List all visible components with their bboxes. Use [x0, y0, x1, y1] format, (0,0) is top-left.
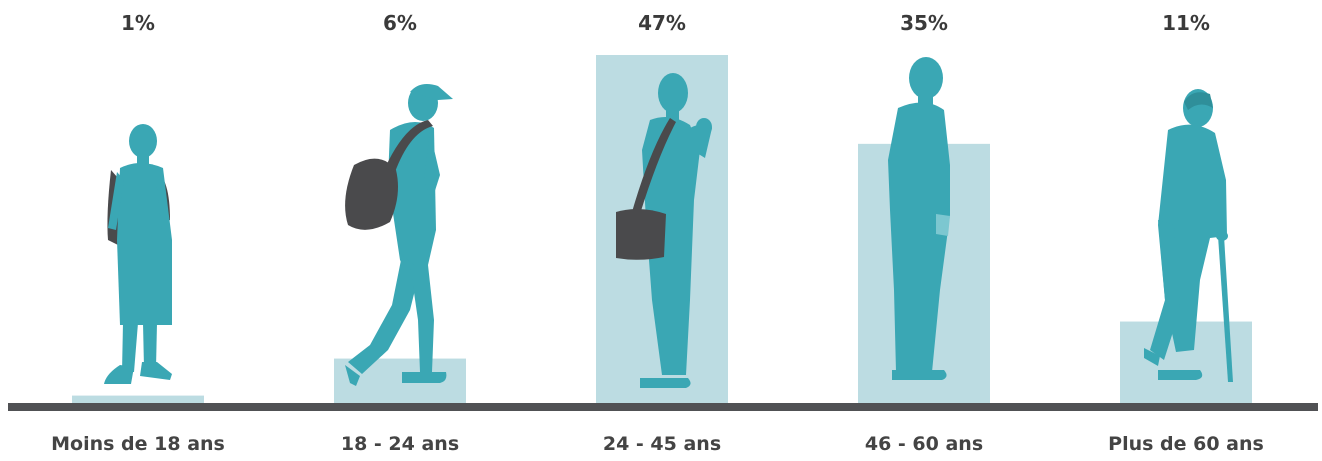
value-label-1: 6%	[383, 11, 417, 35]
category-label-1: 18 - 24 ans	[341, 433, 459, 455]
chart-baseline	[8, 403, 1318, 411]
middle-aged-man-icon	[888, 57, 950, 380]
figures-layer	[104, 57, 1233, 388]
category-label-3: 46 - 60 ans	[865, 433, 983, 455]
elderly-man-cane-icon	[1144, 89, 1233, 382]
category-labels: Moins de 18 ans 18 - 24 ans 24 - 45 ans 46 …	[51, 433, 1264, 455]
bar-0	[72, 395, 204, 403]
child-backpack-icon	[104, 124, 172, 384]
man-shoulder-bag-icon	[616, 73, 712, 388]
value-label-0: 1%	[121, 11, 155, 35]
category-label-0: Moins de 18 ans	[51, 433, 225, 455]
category-label-2: 24 - 45 ans	[603, 433, 721, 455]
value-label-3: 35%	[900, 11, 948, 35]
category-label-4: Plus de 60 ans	[1108, 433, 1264, 455]
young-man-cap-backpack-icon	[345, 84, 453, 386]
value-label-4: 11%	[1162, 11, 1210, 35]
value-label-2: 47%	[638, 11, 686, 35]
value-labels: 1% 6% 47% 35% 11%	[121, 11, 1210, 35]
